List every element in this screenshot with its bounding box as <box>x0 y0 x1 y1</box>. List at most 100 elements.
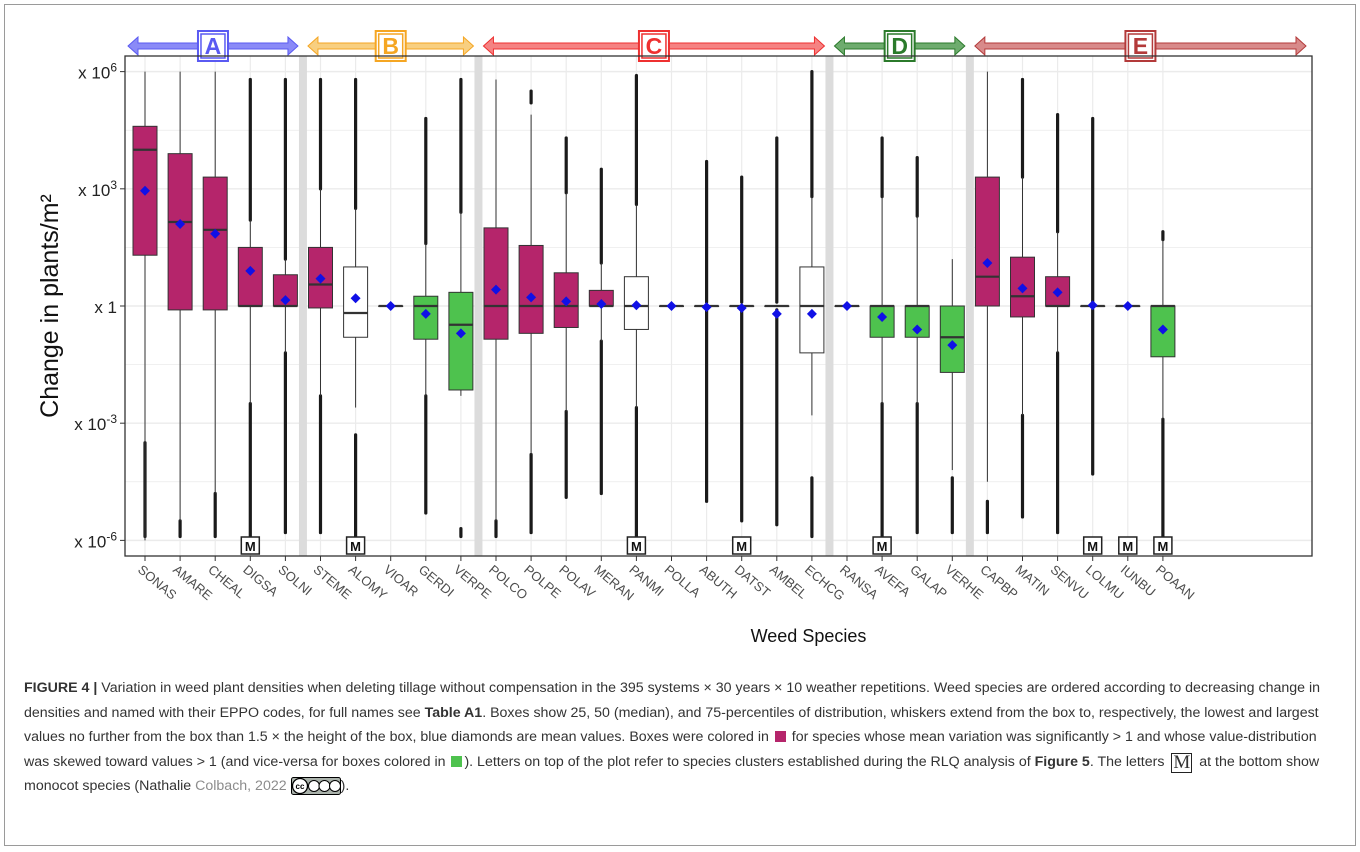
mean-diamond-digsa <box>245 265 256 276</box>
mean-diamond-ambel <box>771 308 782 319</box>
cluster-label-inner-a <box>200 33 226 59</box>
y-tick-label: x 10-6 <box>74 529 117 551</box>
mean-diamond-polco <box>491 284 501 295</box>
x-tick-label-sonas: SONAS <box>135 562 180 603</box>
svg-text:cc: cc <box>295 782 304 791</box>
mean-diamond-cheal <box>210 228 221 239</box>
monocot-letter-poaan: M <box>1157 539 1168 554</box>
mean-diamond-senvu <box>1052 287 1063 298</box>
box-cheal <box>202 176 228 311</box>
mean-diamond-avefa <box>877 311 888 322</box>
mean-diamond-vioar <box>385 301 396 311</box>
mean-diamond-meran <box>596 299 607 310</box>
monocot-badge-alomy <box>345 536 366 555</box>
box-digsa <box>237 246 263 307</box>
y-axis-title: Change in plants/m² <box>36 194 64 418</box>
x-tick-label-datst: DATST <box>732 562 774 600</box>
x-tick-label-avefa: AVEFA <box>872 562 913 600</box>
monocot-letter-avefa: M <box>877 539 888 554</box>
box-amare <box>167 153 193 311</box>
mean-diamond-poaan <box>1157 324 1168 335</box>
x-tick-label-gerdi: GERDI <box>416 562 457 600</box>
x-tick-label-matin: MATIN <box>1013 562 1053 599</box>
cluster-separator <box>825 56 834 556</box>
box-plot-chart: A B C D ESONASAMARECHEALMDIGSASOLNISTEMEMALO… <box>36 30 1313 646</box>
x-tick-label-digsa: DIGSA <box>240 562 281 600</box>
monocot-letter-lolmu: M <box>1087 539 1098 554</box>
cluster-separator <box>965 56 974 556</box>
monocot-badge-datst <box>731 536 752 555</box>
cluster-letter-c: C <box>646 33 663 59</box>
author-link[interactable]: Colbach, 2022 <box>195 778 287 794</box>
mean-diamond-polla <box>666 301 677 311</box>
mean-diamond-panmi <box>631 300 642 311</box>
cluster-letter-a: A <box>205 33 222 59</box>
x-tick-label-galap: GALAP <box>907 562 950 601</box>
x-axis-title: Weed Species <box>751 626 867 646</box>
y-tick-label: x 103 <box>78 178 117 200</box>
figure-ref-link[interactable]: Figure 5 <box>1034 753 1090 770</box>
mean-diamond-echcg <box>806 308 817 319</box>
mean-diamond-sonas <box>140 185 150 196</box>
cc-license-icon[interactable]: cc <box>290 777 341 804</box>
x-tick-label-polla: POLLA <box>662 562 704 601</box>
mean-diamond-verpe <box>455 328 466 339</box>
monocot-letter-iunbu: M <box>1122 539 1133 554</box>
mean-diamond-datst <box>736 302 747 313</box>
increase-swatch <box>774 731 786 742</box>
x-tick-label-alomy: ALOMY <box>346 562 391 603</box>
cluster-letter-d: D <box>891 33 908 59</box>
cluster-separator <box>474 56 483 556</box>
x-tick-label-capbp: CAPBP <box>977 562 1020 602</box>
x-tick-label-abuth: ABUTH <box>697 562 740 602</box>
mean-diamond-abuth <box>701 302 712 313</box>
decrease-swatch <box>451 755 463 767</box>
cluster-label-inner-b <box>377 33 404 59</box>
caption-text-5: . The letters <box>1089 753 1169 770</box>
x-tick-label-lolmu: LOLMU <box>1083 562 1127 602</box>
box-capbp <box>974 176 1000 307</box>
monocot-letter: M <box>1171 751 1193 773</box>
mean-diamond-ransa <box>842 301 852 311</box>
x-tick-label-solni: SOLNI <box>275 562 315 599</box>
caption-text-6: at the bottom show monocot species (Nath… <box>24 753 1320 795</box>
monocot-badge-lolmu <box>1082 536 1103 555</box>
table-ref-link[interactable]: Table A1 <box>424 704 483 721</box>
mean-diamond-capbp <box>982 258 993 269</box>
cluster-letter-b: B <box>382 33 399 59</box>
x-tick-label-steme: STEME <box>311 562 355 602</box>
caption-text-2: . Boxes show 25, 50 (median), and 75-per… <box>24 704 1319 746</box>
monocot-badge-iunbu <box>1118 536 1138 555</box>
cluster-separator <box>298 56 307 556</box>
x-tick-label-polpe: POLPE <box>521 562 564 602</box>
x-tick-label-senvu: SENVU <box>1048 562 1092 602</box>
mean-diamond-polpe <box>526 292 537 303</box>
y-tick-label: x 1 <box>94 298 117 317</box>
x-tick-label-poaan: POAAN <box>1153 562 1198 603</box>
x-tick-label-polav: POLAV <box>556 562 598 601</box>
figure-frame <box>4 4 1356 846</box>
cluster-label-inner-c <box>641 33 667 59</box>
caption-text-4: ). Letters on top of the plot refer to s… <box>464 753 1035 770</box>
monocot-badge-digsa <box>240 536 261 555</box>
x-tick-label-polco: POLCO <box>486 562 531 603</box>
monocot-letter-digsa: M <box>245 539 256 554</box>
figure-caption: FIGURE 4 | Variation in weed plant densi… <box>24 676 1336 804</box>
mean-diamond-steme <box>315 273 326 284</box>
mean-diamond-matin <box>1017 283 1028 294</box>
mean-diamond-alomy <box>350 293 361 304</box>
cluster-letter-e: E <box>1133 33 1148 59</box>
monocot-badge-avefa <box>872 536 892 555</box>
mean-diamond-gerdi <box>420 308 431 319</box>
figure-label: FIGURE 4 | <box>24 680 98 696</box>
caption-text-7: ). <box>340 778 350 794</box>
x-tick-label-verhe: VERHE <box>942 562 986 602</box>
mean-diamond-lolmu <box>1087 300 1098 311</box>
monocot-letter-alomy: M <box>350 539 361 554</box>
box-verhe <box>939 305 965 373</box>
monocot-badge-poaan <box>1153 536 1173 555</box>
caption-text-3: for species whose mean variation was sig… <box>24 729 1317 770</box>
caption-text-1: Variation in weed plant densities when d… <box>24 680 1321 721</box>
box-polco <box>483 227 509 340</box>
monocot-letter-datst: M <box>736 539 747 554</box>
